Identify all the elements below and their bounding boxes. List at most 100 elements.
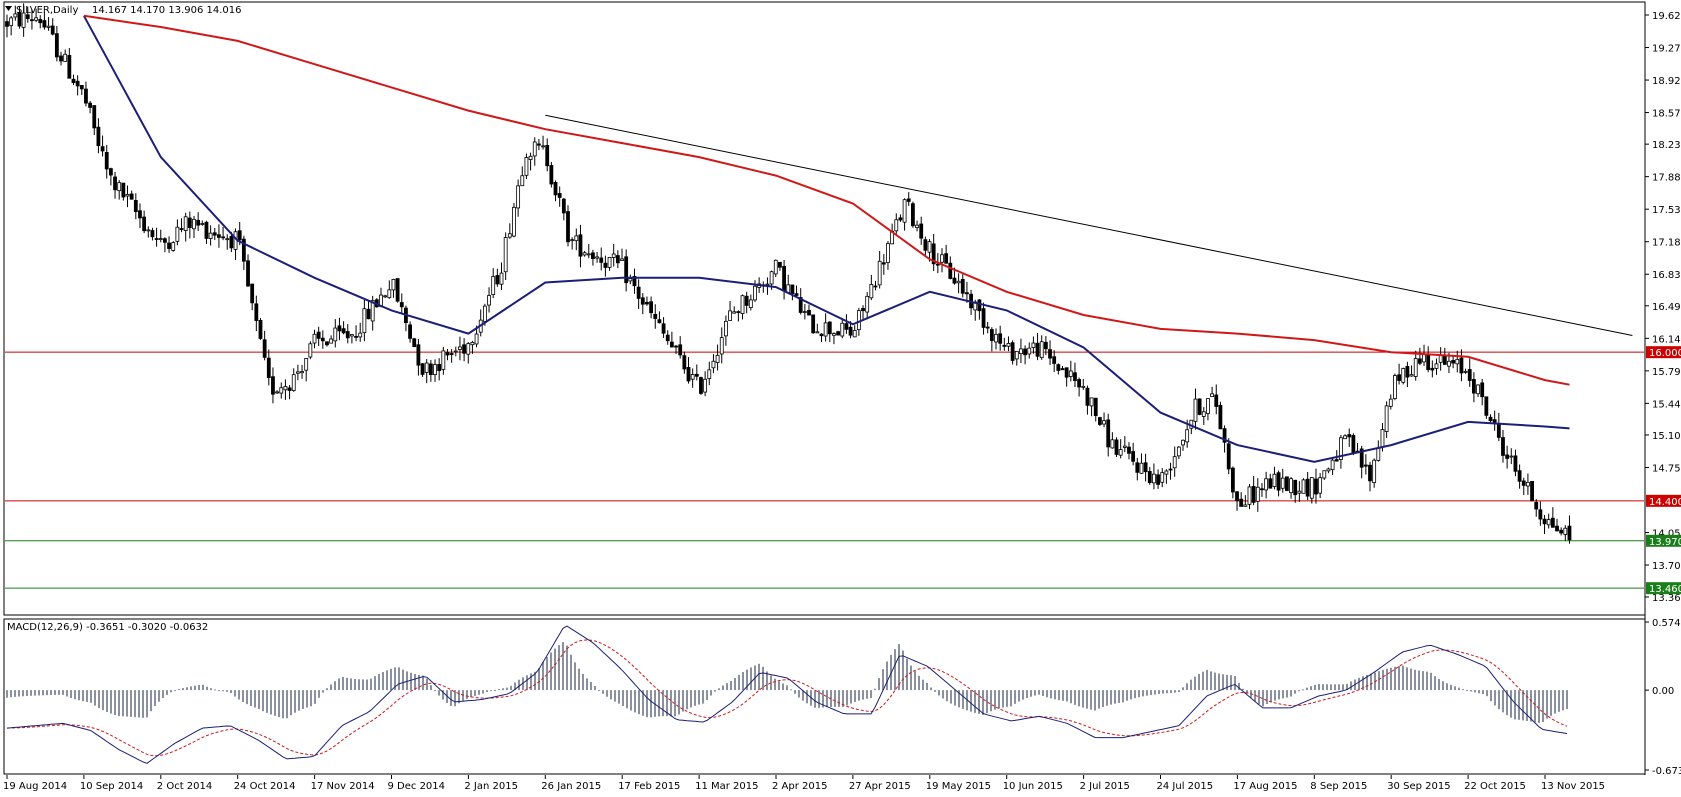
macd-histogram-bar [562, 642, 564, 691]
candle-up [773, 259, 778, 275]
macd-histogram-bar [638, 690, 640, 715]
macd-histogram-bar [1426, 671, 1428, 691]
macd-histogram-bar [410, 672, 412, 691]
macd-histogram-bar [1186, 683, 1188, 691]
macd-histogram-bar [1322, 684, 1324, 691]
candle-up [1006, 343, 1011, 347]
candle-up [358, 332, 363, 338]
macd-histogram-bar [26, 690, 28, 697]
candle-down [1226, 443, 1231, 470]
macd-histogram-bar [490, 690, 492, 692]
candle-down [121, 182, 126, 198]
macd-histogram-bar [714, 690, 716, 692]
macd-histogram-bar [422, 675, 424, 691]
macd-histogram-bar [250, 690, 252, 706]
candle-down [782, 266, 786, 292]
time-tick-label: 2 Apr 2015 [772, 781, 827, 792]
candle-down [1480, 382, 1485, 398]
macd-histogram-bar [30, 690, 32, 696]
macd-histogram-bar [1422, 671, 1424, 691]
macd-histogram-bar [498, 689, 500, 691]
macd-histogram-bar [566, 645, 568, 691]
candle-up [275, 391, 280, 394]
descending-trendline[interactable] [545, 114, 1633, 336]
candle-up [1309, 477, 1314, 499]
candle-down [965, 292, 969, 295]
candle-down [1550, 517, 1555, 528]
price-tick-label: 16.839 [1652, 270, 1681, 281]
macd-histogram-bar [238, 690, 240, 700]
candle-up [1384, 405, 1389, 432]
macd-histogram-bar [1282, 690, 1284, 699]
macd-histogram-bar [334, 681, 336, 691]
candle-up [9, 17, 14, 26]
macd-histogram-bar [1438, 678, 1440, 691]
candle-down [537, 143, 541, 146]
macd-histogram-bar [658, 690, 660, 717]
macd-histogram-bar [1406, 667, 1408, 691]
candle-down [898, 217, 903, 221]
candle-down [923, 239, 928, 251]
candle-down [1214, 394, 1219, 407]
candle-down [836, 331, 841, 336]
candle-down [100, 146, 105, 152]
macd-histogram-bar [762, 666, 764, 691]
macd-histogram-bar [394, 667, 396, 691]
candle-up [512, 206, 516, 237]
candle-down [1230, 467, 1235, 493]
candle-up [852, 330, 857, 338]
candle-up [711, 360, 716, 369]
candle-up [582, 252, 587, 256]
candle-down [794, 293, 799, 296]
macd-histogram-bar [662, 690, 664, 717]
candle-down [591, 252, 595, 259]
candle-up [1339, 437, 1343, 460]
candle-down [615, 255, 620, 264]
macd-histogram-bar [1054, 690, 1056, 700]
candle-up [507, 233, 512, 238]
macd-histogram-bar [578, 668, 580, 691]
macd-histogram-bar [414, 674, 416, 691]
candle-up [1019, 348, 1023, 355]
macd-histogram-bar [294, 690, 296, 713]
candle-down [1467, 369, 1472, 381]
macd-histogram-bar [254, 690, 256, 708]
candle-up [856, 310, 861, 331]
candle-down [75, 80, 80, 87]
candle-up [707, 369, 712, 379]
candle-down [416, 344, 421, 366]
macd-histogram-bar [1162, 690, 1164, 694]
candle-up [1027, 347, 1032, 355]
candle-up [200, 223, 205, 225]
candle-down [237, 230, 242, 241]
candle-down [1251, 486, 1256, 503]
macd-histogram-bar [1102, 690, 1104, 708]
macd-histogram-bar [822, 690, 824, 708]
candle-down [320, 337, 325, 342]
time-tick-label: 24 Oct 2014 [234, 781, 296, 792]
macd-histogram-bar [78, 690, 80, 701]
price-axis: 19.629 19.279 18.929 18.579 18.239 17.889 17.5… [1645, 11, 1681, 604]
candle-down [1513, 455, 1518, 472]
candle-up [690, 374, 695, 380]
macd-histogram-bar [850, 690, 852, 704]
candle-up [424, 362, 429, 373]
macd-histogram-bar [998, 690, 1000, 709]
symbol-title: SILVER,Daily [16, 5, 78, 16]
candle-down [1363, 464, 1368, 467]
macd-histogram-bar [270, 690, 272, 715]
macd-histogram-bar [698, 690, 700, 705]
time-tick-label: 2 Oct 2014 [157, 781, 212, 792]
price-tick-label: 17.539 [1652, 205, 1681, 216]
horizontal-levels[interactable] [5, 351, 1644, 589]
macd-histogram-bar [246, 690, 248, 705]
trendline-group[interactable] [545, 114, 1633, 336]
macd-histogram-bar [146, 690, 148, 718]
triangle-down-icon[interactable] [5, 6, 12, 11]
macd-histogram-bar [1082, 690, 1084, 708]
macd-histogram-bar [1274, 690, 1276, 701]
candle-down [699, 377, 703, 394]
candle-down [316, 331, 321, 339]
